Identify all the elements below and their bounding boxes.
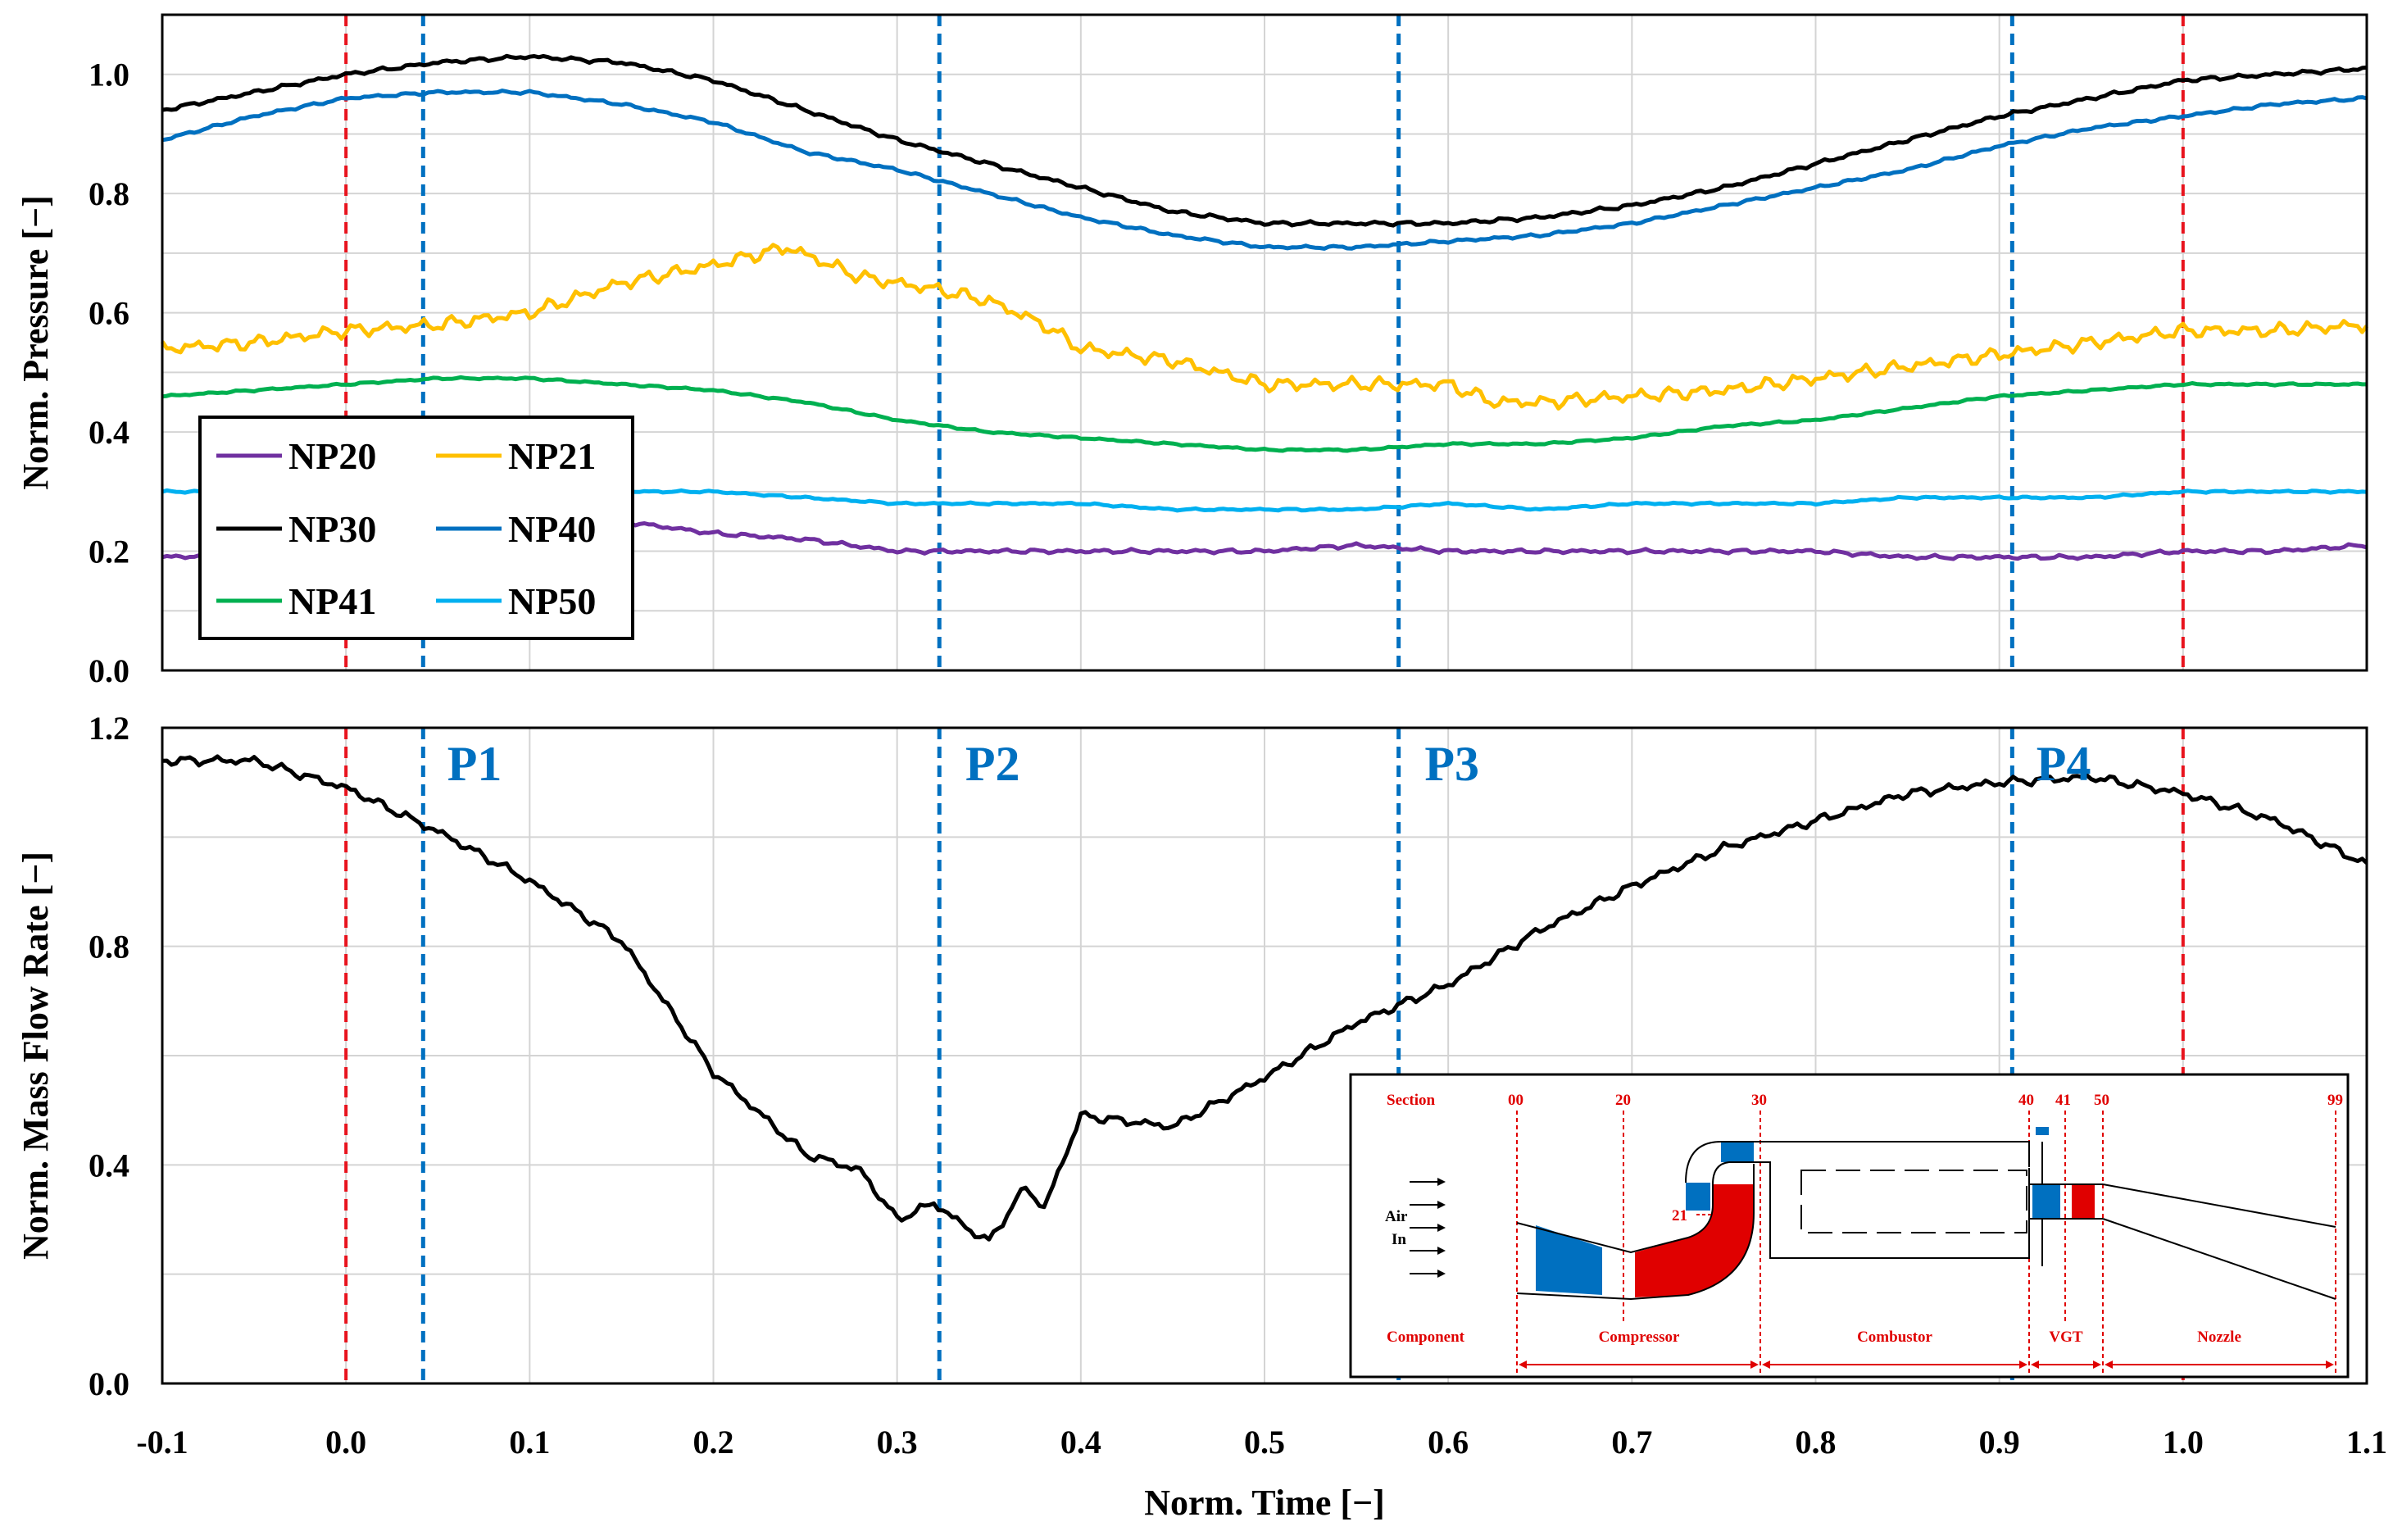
y-tick-label: 0.2 (89, 534, 129, 570)
phase-label-p2: P2 (965, 737, 1020, 791)
mass-flow-plot-frame (161, 726, 2368, 1385)
component-label-compressor: Compressor (1599, 1329, 1680, 1346)
legend-entry-np20: NP20 (216, 435, 376, 477)
compressor-exit-blue-block (1686, 1183, 1710, 1211)
pressure-plot-frame (161, 13, 2368, 672)
section-label-50: 50 (2094, 1092, 2109, 1109)
component-label-vgt: VGT (2049, 1329, 2083, 1346)
nozzle-upper-wall (2102, 1183, 2336, 1228)
y-tick-label: 0.0 (89, 652, 129, 689)
phase-label-p1: P1 (447, 737, 502, 791)
vgt-blue-block (2032, 1184, 2060, 1219)
x-tick-label: 0.8 (1796, 1424, 1837, 1461)
nozzle-lower-wall (2102, 1218, 2336, 1300)
legend-label-np21: NP21 (508, 435, 596, 477)
series-line-np40 (161, 89, 2368, 251)
air-in-label-line2: In (1392, 1231, 1406, 1248)
phase-label-p4: P4 (2036, 737, 2091, 791)
legend-label-np30: NP30 (288, 508, 376, 550)
y-tick-label: 0.4 (89, 414, 129, 451)
air-in-label-line1: Air (1385, 1208, 1408, 1225)
mass-flow-y-ticks: 0.0 0.4 0.8 1.2 (89, 710, 129, 1402)
pressure-y-ticks: 0.0 0.2 0.4 0.6 0.8 1.0 (89, 57, 129, 689)
legend-entry-np41: NP41 (216, 580, 376, 622)
legend-label-np41: NP41 (288, 580, 376, 622)
component-label-nozzle: Nozzle (2197, 1329, 2241, 1346)
legend-label-np40: NP40 (508, 508, 596, 550)
section-label-20: 20 (1615, 1092, 1631, 1109)
pressure-gridlines (161, 14, 2368, 671)
x-tick-label: 0.9 (1979, 1424, 2020, 1461)
legend-entry-np21: NP21 (436, 435, 596, 477)
legend-entry-np50: NP50 (436, 580, 596, 622)
phase-labels: P1 P2 P3 P4 (447, 737, 2091, 791)
combustor-casing (1769, 1168, 2030, 1259)
y-tick-label: 1.2 (89, 710, 129, 747)
engine-schematic-inset: Section 00 20 30 40 41 50 99 (1349, 1073, 2350, 1379)
x-tick-label: 1.1 (2346, 1424, 2387, 1461)
combustor-liner (1800, 1170, 2027, 1233)
phase-label-p3: P3 (1424, 737, 1479, 791)
y-tick-label: 0.4 (89, 1147, 129, 1183)
x-tick-label: 0.5 (1244, 1424, 1285, 1461)
section-label-30: 30 (1751, 1092, 1767, 1109)
x-tick-label: 0.0 (325, 1424, 366, 1461)
vgt-red-block (2072, 1184, 2095, 1219)
legend-label-np50: NP50 (508, 580, 596, 622)
section-label-40: 40 (2018, 1092, 2034, 1109)
schematic-section-label: Section (1387, 1092, 1436, 1109)
vgt-top-blue-marker (2036, 1127, 2049, 1135)
section-label-00: 00 (1508, 1092, 1523, 1109)
component-span-arrowheads (1519, 1361, 2334, 1369)
component-label-combustor: Combustor (1857, 1329, 1932, 1346)
section-label-21: 21 (1672, 1207, 1687, 1224)
schematic-component-label: Component (1387, 1329, 1465, 1346)
mass-flow-reference-lines (344, 728, 2185, 1383)
time-x-ticks: -0.1 0.0 0.1 0.2 0.3 0.4 0.5 0.6 0.7 0.8 0.9 1.0 1.1 (136, 1424, 2387, 1461)
y-tick-label: 0.8 (89, 929, 129, 965)
compressor-outlet-blue-block (1721, 1142, 1754, 1162)
air-inlet-arrows (1410, 1181, 1439, 1274)
pressure-reference-lines (344, 15, 2185, 670)
series-line-mass-flow-rate (161, 754, 2368, 1242)
schematic-station-lines (1516, 1111, 2336, 1373)
pressure-y-axis-title: Norm. Pressure [−] (16, 195, 56, 489)
series-line-np30 (161, 53, 2368, 228)
legend-entry-np40: NP40 (436, 508, 596, 550)
x-tick-label: -0.1 (136, 1424, 188, 1461)
x-tick-label: 0.2 (693, 1424, 734, 1461)
flow-path-inner-line (1516, 1164, 1755, 1301)
section-label-99: 99 (2327, 1092, 2343, 1109)
x-tick-label: 1.0 (2163, 1424, 2204, 1461)
section-label-41: 41 (2055, 1092, 2071, 1109)
combustor-casing-top (1685, 1141, 2030, 1183)
mass-flow-panel: 0.00.40.81.2 -0.1 0.0 0.1 0.2 0.3 0.4 0.5 0.6 0.… (16, 710, 2387, 1523)
flow-path-outer-line (1516, 1161, 1771, 1254)
x-tick-label: 0.7 (1611, 1424, 1652, 1461)
compressor-red-block (1635, 1184, 1754, 1297)
y-tick-label: 0.0 (89, 1365, 129, 1402)
y-tick-label: 0.6 (89, 295, 129, 332)
x-tick-label: 0.6 (1428, 1424, 1469, 1461)
x-tick-label: 0.4 (1060, 1424, 1101, 1461)
y-tick-label: 0.8 (89, 175, 129, 212)
time-x-axis-title: Norm. Time [−] (1144, 1483, 1385, 1523)
pressure-panel: 0.0 0.2 0.4 0.6 0.8 1.0 Norm. Pressure [−] NP… (16, 13, 2369, 689)
mass-flow-series (161, 754, 2368, 1242)
legend-label-np20: NP20 (288, 435, 376, 477)
series-line-np41 (161, 375, 2367, 453)
compressor-inlet-blue-block (1536, 1225, 1602, 1295)
legend: NP20 NP21 NP30 NP40 NP41 NP50 (198, 416, 634, 640)
x-tick-label: 0.3 (877, 1424, 918, 1461)
x-tick-label: 0.1 (509, 1424, 550, 1461)
series-line-np21 (160, 243, 2369, 411)
legend-entry-np30: NP30 (216, 508, 376, 550)
mass-flow-y-axis-title: Norm. Mass Flow Rate [−] (16, 852, 56, 1260)
air-inlet-arrowheads (1437, 1178, 1446, 1278)
y-tick-label: 1.0 (89, 57, 129, 93)
